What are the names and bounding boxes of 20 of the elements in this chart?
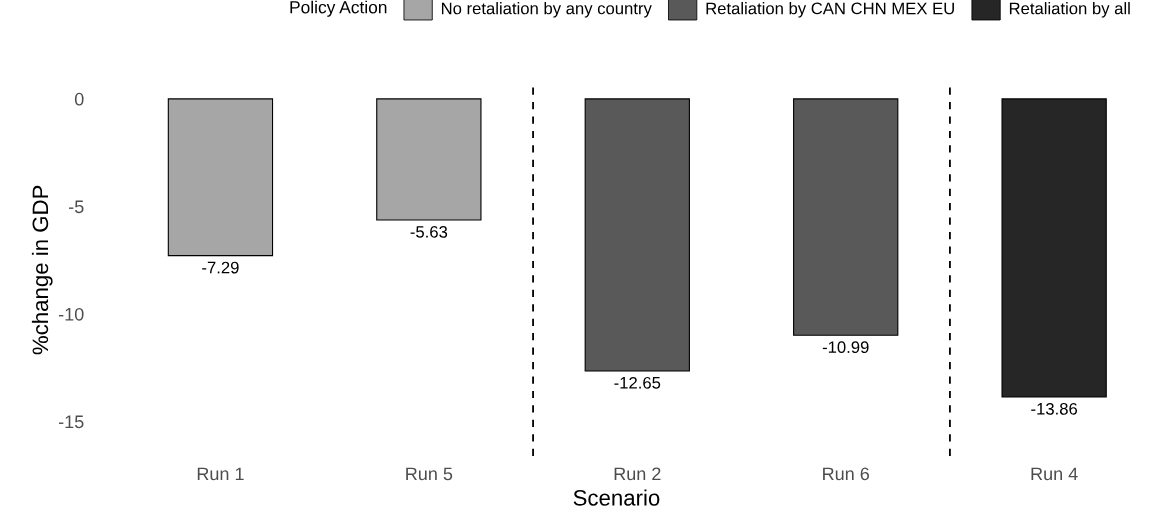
x-tick-label: Run 5 — [406, 467, 453, 481]
x-axis-title: Scenario — [573, 489, 660, 506]
legend-label: Retaliation by all — [1009, 2, 1130, 18]
legend-label: No retaliation by any country — [441, 2, 652, 18]
data-label: -7.29 — [202, 261, 239, 274]
y-tick-label: -15 — [58, 415, 84, 429]
data-label: -10.99 — [822, 341, 869, 354]
y-tick-label: 0 — [74, 92, 84, 106]
data-label: -5.63 — [410, 225, 448, 238]
y-tick-label: -5 — [69, 200, 84, 214]
x-tick-label: Run 2 — [614, 467, 661, 481]
y-axis-title: %change in GDP — [31, 185, 53, 355]
legend-label: Retaliation by CAN CHN MEX EU — [706, 2, 954, 18]
data-label: -13.86 — [1031, 402, 1078, 415]
y-tick-label: -10 — [58, 307, 84, 321]
x-tick-label: Run 6 — [823, 467, 870, 481]
x-tick-label: Run 4 — [1031, 467, 1078, 481]
x-tick-label: Run 1 — [197, 467, 244, 481]
data-label: -12.65 — [614, 376, 661, 389]
legend-title: Policy Action — [290, 0, 387, 17]
